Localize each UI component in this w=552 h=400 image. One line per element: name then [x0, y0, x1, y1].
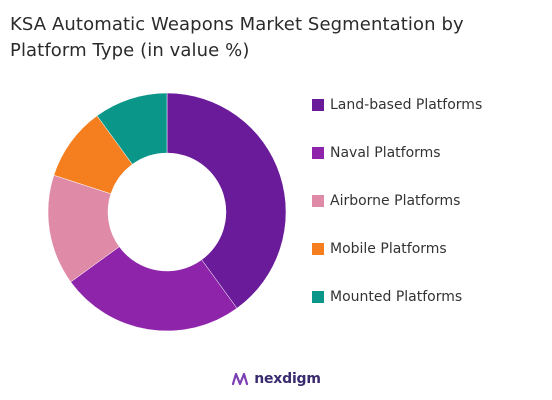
donut-slice-mounted [96, 92, 168, 165]
legend-label-mobile: Mobile Platforms [330, 241, 447, 257]
legend-swatch-mounted [312, 291, 324, 303]
donut-slice-land-based [166, 92, 287, 309]
legend-label-airborne: Airborne Platforms [330, 193, 461, 209]
legend-item-naval: Naval Platforms [312, 141, 482, 165]
nexdigm-logo: nexdigm [231, 371, 321, 387]
legend-item-mobile: Mobile Platforms [312, 237, 482, 261]
legend-label-land-based: Land-based Platforms [330, 97, 483, 113]
brand-footer: nexdigm [0, 371, 552, 387]
chart-title-line-2: Platform Type (in value %) [10, 40, 250, 61]
chart-title-line-1: KSA Automatic Weapons Market Segmentatio… [10, 14, 464, 35]
legend-label-naval: Naval Platforms [330, 145, 441, 161]
legend-label-mounted: Mounted Platforms [330, 289, 463, 305]
legend-swatch-airborne [312, 195, 324, 207]
brand-name: nexdigm [254, 371, 321, 387]
legend-item-mounted: Mounted Platforms [312, 285, 482, 309]
donut-slice-naval [70, 246, 238, 332]
legend-item-airborne: Airborne Platforms [312, 189, 482, 213]
legend-swatch-naval [312, 147, 324, 159]
legend-swatch-mobile [312, 243, 324, 255]
legend: Land-based Platforms Naval Platforms Air… [312, 93, 482, 333]
legend-item-land-based: Land-based Platforms [312, 93, 482, 117]
nexdigm-logo-icon [232, 372, 249, 386]
legend-swatch-land-based [312, 99, 324, 111]
chart-title: KSA Automatic Weapons Market Segmentatio… [10, 12, 530, 64]
